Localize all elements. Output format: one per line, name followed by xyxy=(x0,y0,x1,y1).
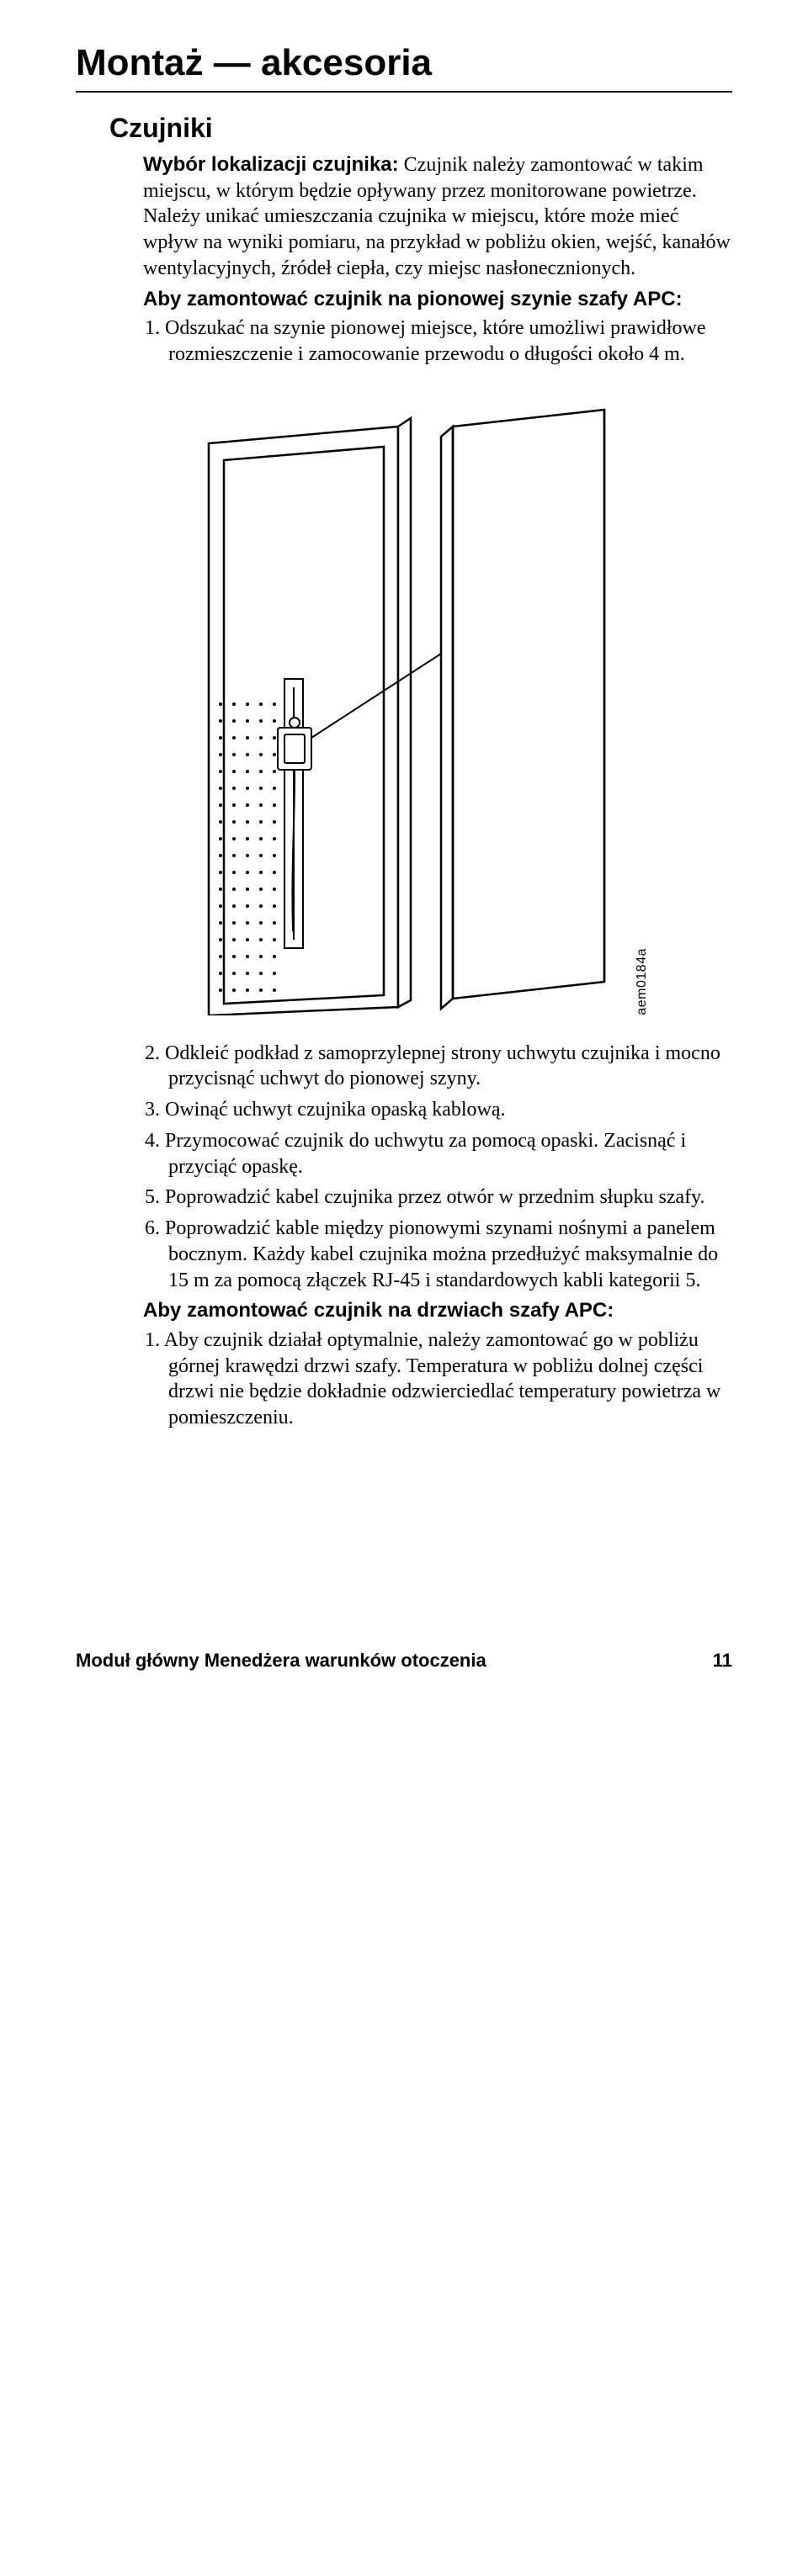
footer-doc-title: Moduł główny Menedżera warunków otoczeni… xyxy=(76,1650,486,1672)
bold-rail-mount: Aby zamontować czujnik na pionowej szyni… xyxy=(76,287,732,313)
step-a3-num: 3. xyxy=(145,1099,160,1121)
step-a2-num: 2. xyxy=(145,1042,160,1064)
location-choice-para: Wybór lokalizacji czujnika: Czujnik nale… xyxy=(76,152,732,282)
step-a3-text: Owinąć uchwyt czujnika opaską kablową. xyxy=(165,1099,506,1121)
section-heading: Czujniki xyxy=(76,113,732,144)
step-a4-num: 4. xyxy=(145,1130,160,1152)
page-footer: Moduł główny Menedżera warunków otoczeni… xyxy=(76,1650,732,1672)
cabinet-svg xyxy=(158,393,630,1015)
step-a6-num: 6. xyxy=(145,1217,160,1239)
step-a1: 1. Odszukać na szynie pionowej miejsce, … xyxy=(76,315,732,367)
step-a5-text: Poprowadzić kabel czujnika przez otwór w… xyxy=(165,1186,705,1208)
figure-row: aem0184a xyxy=(158,393,650,1015)
step-a2: 2. Odkleić podkład z samoprzylepnej stro… xyxy=(76,1041,732,1092)
step-a5: 5. Poprowadzić kabel czujnika przez otwó… xyxy=(76,1185,732,1211)
title-rule xyxy=(76,91,732,93)
step-a6-text: Poprowadzić kable między pionowymi szyna… xyxy=(165,1217,718,1291)
step-a1-num: 1. xyxy=(145,317,160,339)
step-b1-num: 1. xyxy=(145,1329,160,1351)
step-a2-text: Odkleić podkład z samoprzylepnej strony … xyxy=(165,1042,720,1090)
figure-code: aem0184a xyxy=(635,948,650,1015)
page-title: Montaż — akcesoria xyxy=(76,42,732,84)
figure-cabinet: aem0184a xyxy=(76,393,732,1015)
step-a1-text: Odszukać na szynie pionowej miejsce, któ… xyxy=(165,317,705,365)
subheading-location: Wybór lokalizacji czujnika: xyxy=(143,153,399,176)
step-a6: 6. Poprowadzić kable między pionowymi sz… xyxy=(76,1216,732,1293)
bold-door-mount: Aby zamontować czujnik na drzwiach szafy… xyxy=(76,1298,732,1324)
step-a4-text: Przymocować czujnik do uchwytu za pomocą… xyxy=(165,1130,686,1178)
step-a4: 4. Przymocować czujnik do uchwytu za pom… xyxy=(76,1128,732,1179)
step-b1: 1. Aby czujnik działał optymalnie, należ… xyxy=(76,1328,732,1431)
step-a3: 3. Owinąć uchwyt czujnika opaską kablową… xyxy=(76,1097,732,1123)
step-b1-text: Aby czujnik działał optymalnie, należy z… xyxy=(164,1329,721,1428)
footer-page-number: 11 xyxy=(713,1650,732,1672)
step-a5-num: 5. xyxy=(145,1186,160,1208)
